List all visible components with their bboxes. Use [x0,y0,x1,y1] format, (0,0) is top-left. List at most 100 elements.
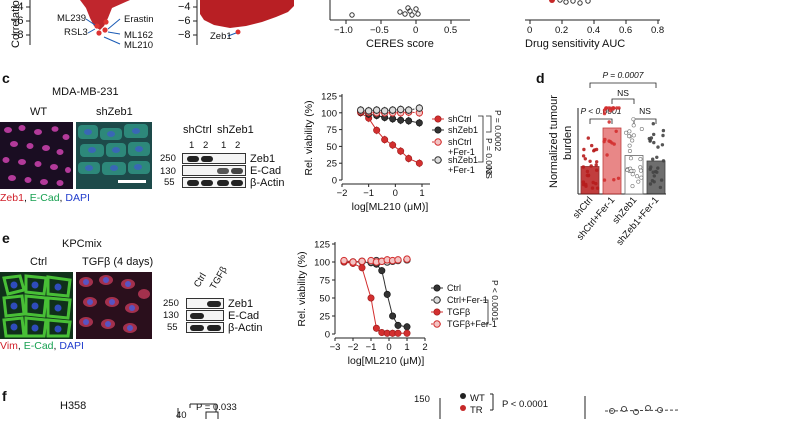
microscopy-shzeb1-image [76,122,152,189]
blot-row-ecad-e [186,310,224,321]
data-point [638,165,643,170]
microscopy-ctrl-cells [2,274,72,338]
blot-group-shzeb1: shZeb1 [217,124,254,136]
legend-label: shCtrl [448,137,472,147]
panel-letter-e: e [2,230,10,246]
y-tick-label: 0 [332,176,337,187]
drug-tick: 0.2 [555,25,569,36]
data-point [616,176,621,180]
data-point [586,136,590,140]
tick-label: −8 [11,29,24,41]
data-point [661,159,666,163]
data-point [626,134,631,139]
microscopy-ctrl-image [0,272,73,339]
stain-legend-e: Vim, E-Cad, DAPI [0,340,84,352]
y-tick-label: 25 [326,159,337,170]
data-point [651,122,655,126]
data-point [648,182,653,186]
y-tick-label: 125 [314,240,330,251]
stain-dapi-e: DAPI [59,340,84,352]
data-point [373,126,381,134]
wt-label: WT [30,106,48,118]
blot-lane-tgfb: TGFβ [208,264,230,292]
data-point [630,138,635,143]
tumour-ylabel: Normalized tumour [548,95,560,188]
y-tick-label: 100 [321,108,337,119]
data-point [656,145,660,149]
data-point [584,182,588,187]
y-tick-label: 125 [321,92,337,103]
data-point [655,170,659,174]
blot-row-zeb1-e [186,298,224,309]
ceres-tick: 0 [413,25,419,36]
stain-ecad: E-Cad [29,192,60,204]
y-axis-label: Rel. viability (%) [296,251,308,326]
y-tick-label: 50 [319,294,330,305]
bracket [589,82,657,88]
p-value-top: P = 0.0007 [602,70,643,80]
data-point [612,178,616,182]
data-point [652,140,656,145]
stain-legend: Zeb1, E-Cad, DAPI [0,192,90,204]
data-point [630,172,635,177]
legend-marker [434,126,442,134]
data-point [585,169,590,174]
stain-vim: Vim [0,340,18,352]
data-point [389,141,397,149]
x-tick-label: −1 [363,188,374,199]
data-point [660,143,665,147]
ml239-label: ML239 [57,13,87,24]
legend-marker [434,115,442,123]
data-point [589,164,593,168]
data-point [372,106,381,114]
data-point [415,159,423,167]
blot-row-label: E-Cad [228,310,260,322]
stat-bracket [486,115,492,133]
microscopy-tgfb-image [76,272,152,339]
data-point [405,154,413,162]
ns-label: NS [617,88,629,98]
tumour-ylabel-line1: Normalized tumour [548,95,560,188]
blot-row-label: E-Cad [250,165,282,177]
ceres-tick: −1.0 [334,25,353,36]
rsl3-label: RSL3 [64,27,88,38]
mw-marker: 250 [160,153,176,164]
band [201,156,213,162]
blot-row-label: β-Actin [228,322,263,334]
data-point [628,156,633,161]
drug-xlabel: Drug sensitivity AUC [525,38,626,50]
data-point [650,179,655,183]
panel-f-svg [177,393,681,419]
mw-marker: 130 [160,166,176,177]
data-point [656,166,660,170]
blot-group-shctrl: shCtrl [183,124,212,136]
data-point [652,132,656,137]
data-point [617,106,621,110]
ceres-xlabel: CERES score [366,38,434,50]
data-point [594,147,599,152]
tick-label: 40 [176,410,187,421]
mw-marker: 130 [163,310,179,321]
stain-zeb1: Zeb1 [0,192,24,204]
data-point [397,147,405,155]
legend-wt-marker [460,393,466,399]
microscopy-shzeb1-cells [78,124,150,183]
legend-label: Ctrl [447,283,461,293]
blot-lane-ctrl: Ctrl [192,271,209,290]
legend-marker [434,156,442,164]
bracket [589,118,613,124]
y-tick-label: 25 [319,312,330,323]
legend-marker [434,138,442,146]
cell-line-label-f: H358 [60,400,87,412]
band [207,325,221,331]
y-tick-label: 75 [319,276,330,287]
erastin-label: Erastin [124,14,154,25]
blot-lane: 1 [221,140,227,151]
data-point [340,256,348,265]
data-point [405,117,413,125]
legend-marker [433,308,441,316]
blot-row-label: β-Actin [250,177,285,189]
data-point [595,168,599,172]
data-point [372,324,380,332]
data-point [602,139,606,144]
